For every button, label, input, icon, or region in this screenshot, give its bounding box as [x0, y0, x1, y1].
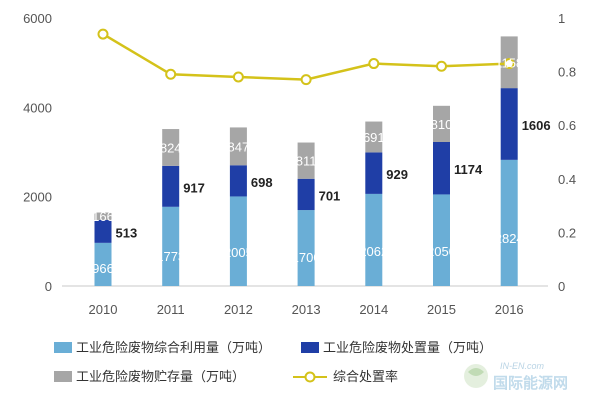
legend-swatch: [54, 371, 72, 382]
legend: 工业危险废物综合利用量（万吨） 工业危险废物处置量（万吨） 工业危险废物贮存量（万吨…: [54, 340, 492, 384]
bar-utilization: [297, 210, 315, 286]
legend-swatch: [301, 342, 319, 353]
label-utilization: 1700: [292, 250, 321, 265]
x-tick-label: 2015: [427, 302, 456, 317]
label-disposal: 929: [386, 167, 408, 182]
y-right-tick-label: 1: [558, 11, 565, 26]
x-tick-label: 2010: [89, 302, 118, 317]
label-utilization: 2824: [495, 231, 524, 246]
rate-point: [368, 58, 380, 70]
y-right-tick-label: 0: [558, 279, 565, 294]
label-storage: 811: [296, 154, 317, 169]
watermark-text: 国际能源网: [493, 374, 568, 392]
label-storage: 691: [363, 130, 385, 145]
rate-point: [300, 74, 312, 86]
y-left-tick-label: 0: [45, 279, 52, 294]
legend-label: 工业危险废物处置量（万吨）: [323, 340, 492, 355]
label-storage: 847: [228, 139, 250, 154]
bar-storage: [365, 121, 383, 153]
bar-disposal: [297, 178, 315, 211]
x-tick-label: 2012: [224, 302, 253, 317]
bar-disposal: [500, 88, 518, 160]
rate-point: [503, 58, 515, 70]
x-tick-label: 2011: [157, 302, 185, 317]
legend-label: 工业危险废物贮存量（万吨）: [76, 369, 245, 384]
legend-marker: [304, 371, 316, 383]
label-storage: 166: [92, 209, 114, 224]
label-disposal: 1174: [454, 162, 483, 177]
bar-disposal: [94, 219, 112, 243]
label-storage: 1158: [495, 55, 523, 70]
bar-utilization: [162, 206, 180, 286]
bars: [94, 36, 518, 286]
label-utilization: 966: [92, 261, 114, 276]
label-disposal: 917: [183, 180, 205, 195]
legend-item-rate: 综合处置率: [293, 369, 398, 384]
label-disposal: 698: [251, 175, 273, 190]
label-disposal: 701: [319, 188, 341, 203]
x-tick-label: 2013: [292, 302, 321, 317]
label-disposal: 1606: [522, 118, 551, 133]
right-axis: 0 0.2 0.4 0.6 0.8 1: [558, 11, 576, 294]
bar-storage: [94, 212, 112, 220]
legend-item-utilization: 工业危险废物综合利用量（万吨）: [54, 340, 271, 355]
bar-utilization: [365, 193, 383, 286]
bar-utilization: [229, 196, 247, 286]
legend-label: 工业危险废物综合利用量（万吨）: [76, 340, 271, 355]
bar-utilization: [500, 159, 518, 286]
rate-point: [232, 71, 244, 83]
watermark-small-text: IN-EN.com: [500, 361, 545, 371]
watermark-leaf-icon: [468, 368, 484, 376]
rate-point: [436, 60, 447, 72]
bar-disposal: [433, 141, 450, 195]
y-right-tick-label: 0.8: [558, 65, 576, 80]
rate-line-path: [102, 33, 510, 81]
x-tick-label: 2014: [359, 302, 388, 317]
label-utilization: 1773: [156, 249, 185, 264]
bar-utilization: [433, 194, 450, 286]
rate-point: [97, 28, 109, 40]
x-tick-label: 2016: [495, 302, 524, 317]
bar-storage: [297, 142, 315, 179]
y-left-tick-label: 6000: [23, 11, 52, 26]
label-storage: 824: [160, 140, 182, 155]
rate-point: [165, 68, 177, 80]
y-left-tick-label: 2000: [23, 190, 52, 205]
legend-label: 综合处置率: [333, 369, 398, 384]
label-disposal: 513: [116, 225, 138, 240]
rate-line: [97, 28, 515, 86]
bar-storage: [162, 129, 180, 166]
legend-swatch: [54, 342, 72, 353]
y-right-tick-label: 0.2: [558, 225, 576, 240]
label-utilization: 2062: [359, 244, 388, 259]
bar-disposal: [365, 152, 383, 194]
x-axis: 2010 2011 2012 2013 2014 2015 2016: [62, 285, 548, 317]
bar-disposal: [162, 165, 180, 207]
watermark-logo: IN-EN.com 国际能源网: [464, 361, 568, 392]
bar-disposal: [229, 165, 247, 197]
label-utilization: 2050: [427, 244, 456, 259]
legend-item-storage: 工业危险废物贮存量（万吨）: [54, 369, 245, 384]
label-storage: 810: [431, 117, 453, 132]
y-left-tick-label: 4000: [23, 100, 52, 115]
y-right-tick-label: 0.6: [558, 118, 576, 133]
left-axis: 0 2000 4000 6000: [23, 11, 52, 294]
legend-item-disposal: 工业危险废物处置量（万吨）: [301, 340, 492, 355]
bar-storage: [433, 105, 450, 142]
bar-storage: [229, 127, 247, 166]
y-right-tick-label: 0.4: [558, 172, 576, 187]
label-utilization: 2005: [224, 245, 253, 260]
bar-utilization: [94, 242, 112, 286]
